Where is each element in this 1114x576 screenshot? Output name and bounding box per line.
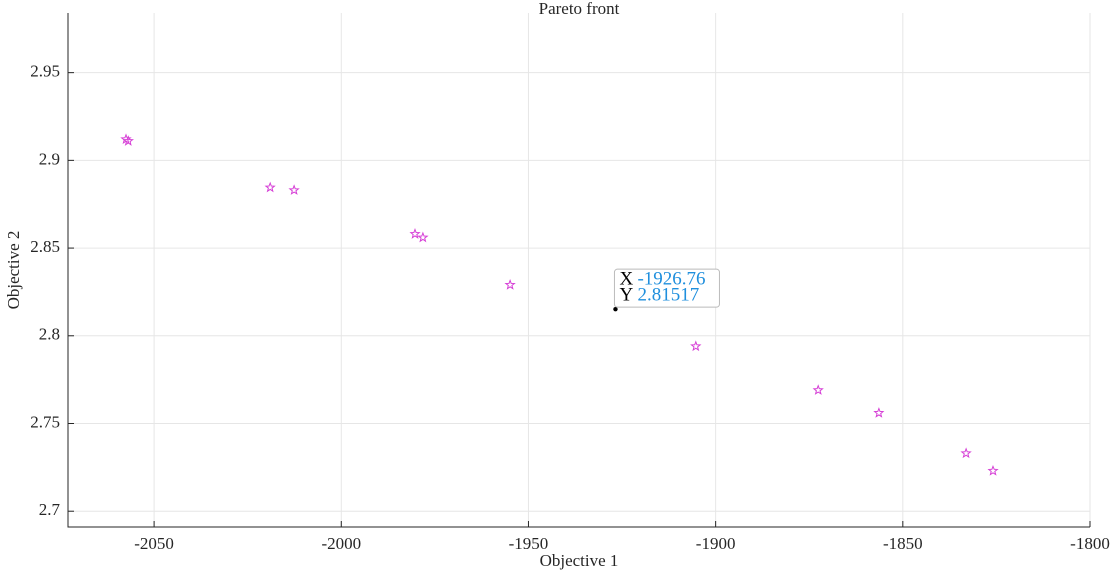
y-tick-label: 2.85 [30, 237, 60, 256]
y-tick-label: 2.8 [39, 325, 60, 344]
x-tick-label: -2050 [134, 534, 174, 553]
x-tick-label: -1950 [509, 534, 549, 553]
datatip-x-value: -1926.76 [637, 269, 705, 290]
data-point [873, 407, 885, 418]
data-point [504, 278, 516, 290]
axes [67, 13, 1090, 528]
chart-title: Pareto front [539, 0, 620, 18]
data-point [812, 384, 824, 395]
x-tick-label: -1900 [696, 534, 736, 553]
datatip-y-label: Y [619, 285, 633, 306]
data-point [960, 447, 972, 459]
y-tick-label: 2.9 [39, 149, 60, 168]
data-point [987, 465, 999, 476]
x-tick-label: -1850 [883, 534, 923, 553]
y-axis-label: Objective 2 [4, 231, 23, 310]
data-point [288, 184, 300, 195]
x-tick-label: -2000 [321, 534, 361, 553]
x-tick-label: -1800 [1070, 534, 1110, 553]
datatip-box [613, 268, 720, 308]
y-tick-label: 2.7 [39, 500, 61, 519]
datatip: X -1926.76Y 2.81517 [613, 268, 720, 308]
data-point [122, 135, 134, 146]
datatip-marker [613, 306, 618, 312]
data-point [417, 231, 429, 243]
x-axis-label: Objective 1 [540, 551, 619, 570]
y-tick-label: 2.75 [30, 412, 60, 431]
data-point [409, 228, 421, 239]
datatip-x-label: X [619, 269, 633, 290]
data-point [264, 181, 276, 193]
y-tick-label: 2.95 [30, 62, 60, 81]
datatip-y-value: 2.81517 [637, 285, 699, 306]
data-point [690, 340, 702, 352]
